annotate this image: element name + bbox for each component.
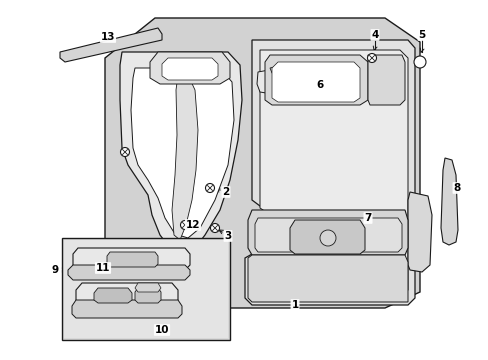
Text: 8: 8 [452,183,460,193]
Polygon shape [72,300,182,318]
Polygon shape [289,220,364,254]
Polygon shape [76,283,178,305]
Polygon shape [172,75,198,240]
Polygon shape [135,288,161,303]
Polygon shape [120,52,242,252]
Polygon shape [131,68,234,238]
Text: 5: 5 [418,30,425,40]
Polygon shape [271,62,359,102]
Polygon shape [264,55,367,105]
Polygon shape [60,28,162,62]
Text: 10: 10 [154,325,169,335]
Text: 3: 3 [224,231,231,241]
Polygon shape [94,288,132,303]
Text: 6: 6 [316,80,323,90]
Polygon shape [440,158,457,245]
Polygon shape [73,248,190,270]
Text: 2: 2 [222,187,229,197]
Polygon shape [105,18,419,308]
Polygon shape [162,58,218,80]
Polygon shape [107,252,158,267]
Circle shape [180,220,189,230]
Circle shape [367,54,376,63]
Polygon shape [247,255,407,302]
Text: 12: 12 [185,220,200,230]
Polygon shape [257,68,294,95]
Text: 1: 1 [291,300,298,310]
Polygon shape [269,64,289,73]
Polygon shape [150,52,229,84]
Circle shape [210,224,219,233]
Text: 4: 4 [370,30,378,40]
Text: 7: 7 [364,213,371,223]
Polygon shape [135,283,161,292]
Circle shape [413,56,425,68]
Polygon shape [367,55,404,105]
Text: 13: 13 [101,32,115,42]
Bar [62,238,229,340]
Circle shape [319,230,335,246]
Polygon shape [247,210,407,255]
Text: 9: 9 [51,265,59,275]
Polygon shape [244,40,414,305]
Bar [64,240,227,338]
Polygon shape [254,50,407,298]
Text: 11: 11 [96,263,110,273]
Polygon shape [68,265,190,280]
Circle shape [205,184,214,193]
Polygon shape [407,192,431,272]
Circle shape [120,148,129,157]
Polygon shape [254,218,401,252]
